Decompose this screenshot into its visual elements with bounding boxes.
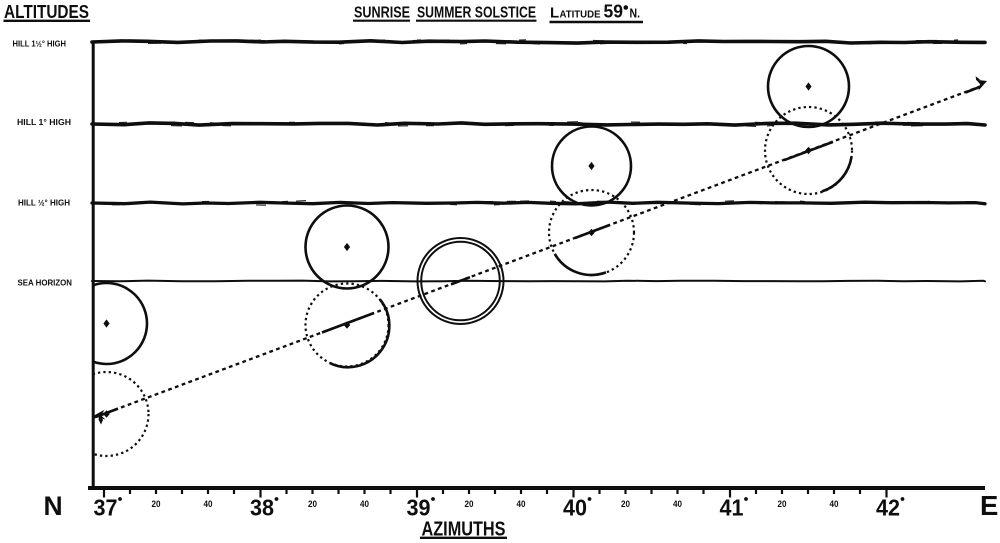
svg-text:HILL 1½° HIGH: HILL 1½° HIGH bbox=[13, 40, 67, 49]
svg-text:ATITUDE: ATITUDE bbox=[560, 8, 601, 20]
svg-text:SEA HORIZON: SEA HORIZON bbox=[18, 279, 73, 288]
svg-text:42: 42 bbox=[876, 495, 900, 521]
svg-text:38: 38 bbox=[250, 495, 274, 521]
svg-text:39: 39 bbox=[407, 495, 431, 521]
svg-text:20: 20 bbox=[465, 499, 474, 509]
svg-text:N: N bbox=[44, 491, 63, 521]
svg-text:20: 20 bbox=[621, 499, 630, 509]
svg-text:20: 20 bbox=[152, 499, 161, 509]
svg-text:41: 41 bbox=[720, 495, 744, 521]
svg-text:SUMMER SOLSTICE: SUMMER SOLSTICE bbox=[417, 4, 536, 21]
svg-text:40: 40 bbox=[517, 499, 526, 509]
svg-text:40: 40 bbox=[673, 499, 682, 509]
svg-text:40: 40 bbox=[360, 499, 369, 509]
svg-text:20: 20 bbox=[308, 499, 317, 509]
svg-text:L: L bbox=[550, 4, 559, 21]
svg-text:40: 40 bbox=[204, 499, 213, 509]
svg-text:E: E bbox=[980, 490, 998, 521]
svg-text:SUNRISE: SUNRISE bbox=[354, 4, 410, 21]
svg-text:HILL ½° HIGH: HILL ½° HIGH bbox=[18, 199, 70, 208]
svg-text:59: 59 bbox=[604, 1, 624, 22]
svg-text:ALTITUDES: ALTITUDES bbox=[4, 2, 89, 22]
svg-text:AZIMUTHS: AZIMUTHS bbox=[422, 518, 506, 540]
svg-text:37: 37 bbox=[94, 495, 118, 521]
svg-text:20: 20 bbox=[778, 499, 787, 509]
svg-text:40: 40 bbox=[563, 495, 587, 521]
svg-text:40: 40 bbox=[830, 499, 839, 509]
svg-text:N.: N. bbox=[630, 7, 641, 21]
svg-text:HILL 1° HIGH: HILL 1° HIGH bbox=[17, 118, 71, 127]
